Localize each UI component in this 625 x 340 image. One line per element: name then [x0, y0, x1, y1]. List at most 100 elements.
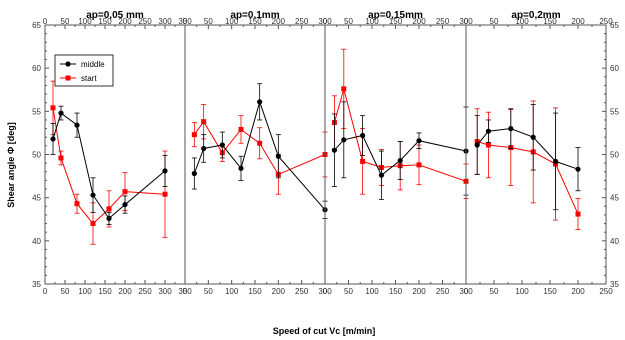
panel-2: ap=0,1mm 0 0 50 50 100 100 150 150 200 200 250 250 30…: [183, 10, 332, 296]
x-tick-label-top: 0: [183, 17, 188, 26]
x-tick-label-bottom: 50: [204, 287, 213, 296]
y-tick-label-right: 55: [610, 107, 619, 116]
x-tick-label-top: 100: [515, 17, 529, 26]
data-point: [162, 191, 168, 197]
x-tick-label-bottom: 150: [389, 287, 403, 296]
x-tick-label-top: 150: [98, 17, 112, 26]
x-tick-label-top: 350: [178, 17, 192, 26]
panel-title: ap=0,2mm: [511, 10, 560, 21]
x-tick-label-bottom: 50: [490, 287, 499, 296]
x-tick-label-bottom: 150: [98, 287, 112, 296]
x-tick-label-top: 0: [323, 17, 328, 26]
x-tick-label-top: 250: [138, 17, 152, 26]
x-tick-label-bottom: 150: [543, 287, 557, 296]
legend-label-middle: middle: [81, 60, 105, 69]
x-tick-label-bottom: 200: [412, 287, 426, 296]
data-point: [575, 211, 581, 217]
data-point: [530, 134, 536, 140]
data-point: [90, 221, 96, 227]
legend-box: [54, 54, 114, 87]
x-tick-label-top: 100: [78, 17, 92, 26]
data-point: [201, 119, 207, 125]
x-tick-label-bottom: 250: [138, 287, 152, 296]
x-tick-label-bottom: 0: [183, 287, 188, 296]
x-tick-label-top: 150: [248, 17, 262, 26]
panels: ap=0,05 mm 0 0 50 50 100 100 150 150 200 200 250 250…: [43, 10, 613, 296]
y-tick-label-right: 45: [610, 194, 619, 203]
data-point: [122, 189, 128, 195]
x-tick-label-top: 0: [464, 17, 469, 26]
x-tick-label-bottom: 150: [248, 287, 262, 296]
data-point: [257, 99, 263, 105]
data-point: [397, 157, 403, 164]
x-tick-label-bottom: 100: [78, 287, 92, 296]
x-tick-label-top: 200: [118, 17, 132, 26]
x-tick-label-bottom: 200: [571, 287, 585, 296]
x-tick-label-top: 200: [272, 17, 286, 26]
data-point: [575, 166, 581, 172]
data-point: [238, 165, 244, 171]
y-tick-label-left: 60: [32, 64, 41, 73]
y-tick-label-right: 35: [610, 280, 619, 289]
data-point: [416, 138, 422, 144]
data-point: [106, 206, 112, 212]
data-point: [90, 192, 96, 198]
x-tick-label-top: 250: [599, 17, 613, 26]
series-middle: [474, 104, 581, 211]
data-point: [219, 142, 225, 148]
panel-title: ap=0,05 mm: [86, 10, 144, 21]
data-point: [58, 110, 64, 116]
data-point: [257, 140, 263, 146]
data-point: [106, 215, 112, 221]
x-tick-label-top: 150: [389, 17, 403, 26]
y-tick-label-left: 55: [32, 107, 41, 116]
y-tick-label-left: 65: [32, 21, 41, 30]
data-point: [191, 132, 197, 138]
data-point: [50, 105, 56, 111]
data-point: [58, 155, 64, 161]
x-tick-label-bottom: 300: [459, 287, 473, 296]
panel-title: ap=0,15mm: [368, 10, 423, 21]
panel-4: ap=0,2mm 0 0 50 50 100 100 150 150 200 200 250 250: [464, 10, 613, 296]
data-point: [360, 132, 366, 139]
x-tick-label-top: 250: [295, 17, 309, 26]
x-tick-label-top: 50: [204, 17, 213, 26]
x-tick-label-bottom: 300: [158, 287, 172, 296]
x-tick-label-bottom: 0: [464, 287, 469, 296]
data-point: [485, 128, 491, 134]
series-line: [476, 128, 579, 170]
x-tick-label-bottom: 100: [365, 287, 379, 296]
x-tick-label-top: 50: [344, 17, 353, 26]
data-point: [50, 136, 56, 142]
legend-marker-start: [65, 75, 71, 81]
x-tick-label-top: 300: [318, 17, 332, 26]
x-tick-label-bottom: 250: [295, 287, 309, 296]
data-point: [74, 201, 80, 207]
y-tick-label-left: 40: [32, 237, 41, 246]
data-point: [341, 86, 347, 92]
x-tick-label-bottom: 50: [344, 287, 353, 296]
data-point: [553, 158, 559, 165]
x-tick-label-bottom: 350: [178, 287, 192, 296]
x-tick-label-top: 50: [490, 17, 499, 26]
x-tick-label-bottom: 200: [118, 287, 132, 296]
x-tick-label-bottom: 250: [436, 287, 450, 296]
y-tick-label-left: 35: [32, 280, 41, 289]
panel-title: ap=0,1mm: [230, 10, 279, 21]
x-tick-label-top: 300: [459, 17, 473, 26]
data-point: [122, 201, 128, 208]
y-tick-label-right: 50: [610, 151, 619, 160]
panel-1: ap=0,05 mm 0 0 50 50 100 100 150 150 200 200 250 250…: [43, 10, 192, 296]
y-axis-label: Shear angle Φ [deg]: [6, 122, 16, 207]
axes: 35 35 40 40 45 45 50 50 55 55 60 60 65 65: [32, 21, 619, 289]
data-point: [360, 158, 366, 164]
x-tick-label-bottom: 250: [599, 287, 613, 296]
y-tick-label-right: 65: [610, 21, 619, 30]
data-point: [378, 172, 384, 178]
data-point: [162, 168, 168, 174]
y-tick-label-right: 40: [610, 237, 619, 246]
y-tick-label-right: 60: [610, 64, 619, 73]
x-tick-label-top: 150: [543, 17, 557, 26]
x-tick-label-top: 100: [365, 17, 379, 26]
